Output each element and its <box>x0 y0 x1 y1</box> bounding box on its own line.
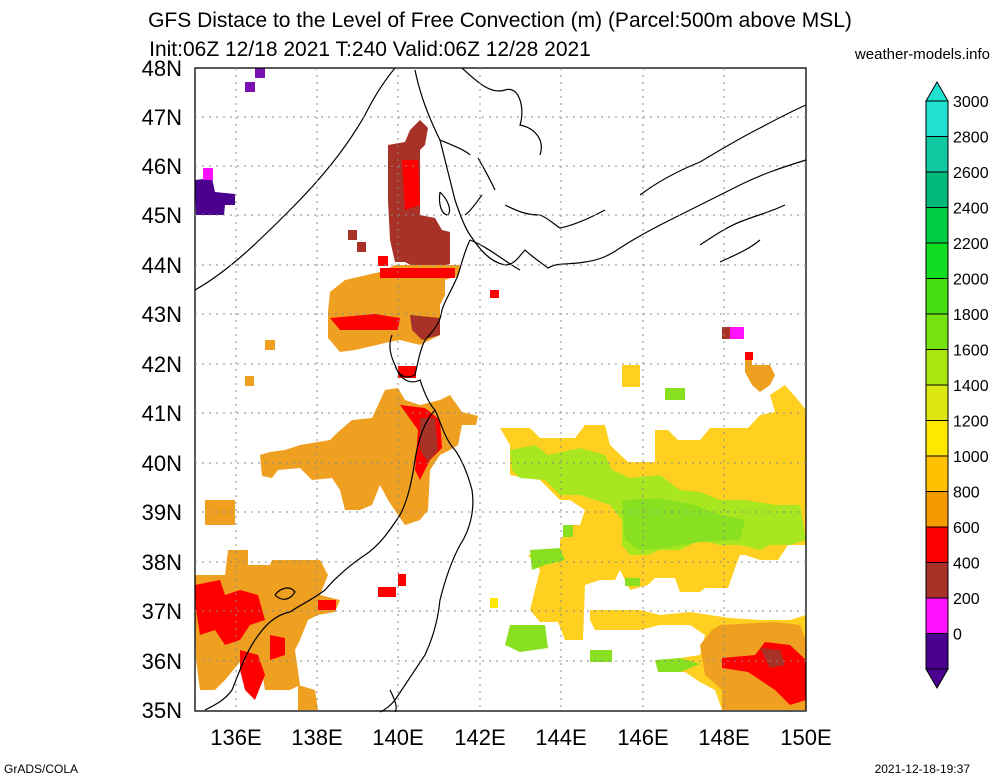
colorbar-block <box>925 136 949 173</box>
lat-label: 45N <box>142 203 182 228</box>
colorbar-label: 0 <box>953 627 962 644</box>
colorbar-block <box>925 242 949 279</box>
lat-label: 46N <box>142 154 182 179</box>
colorbar-block <box>925 278 949 315</box>
colorbar-label: 1200 <box>953 414 989 431</box>
colorbar-block <box>925 420 949 457</box>
colorbar-label: 800 <box>953 485 980 502</box>
lon-label: 136E <box>210 725 261 750</box>
colorbar-block <box>925 455 949 492</box>
colorbar-label: 2200 <box>953 236 989 253</box>
colorbar: 3000280026002400220020001800160014001200… <box>925 81 989 689</box>
title-line-2: Init:06Z 12/18 2021 T:240 Valid:06Z 12/2… <box>149 38 591 61</box>
colorbar-block <box>925 384 949 421</box>
colorbar-label: 1000 <box>953 449 989 466</box>
lat-label: 38N <box>142 550 182 575</box>
lon-label: 150E <box>780 725 831 750</box>
footer-left: GrADS/COLA <box>4 762 79 776</box>
colorbar-block <box>925 349 949 386</box>
lon-label: 138E <box>291 725 342 750</box>
colorbar-block <box>925 313 949 350</box>
lon-label: 146E <box>617 725 668 750</box>
colorbar-block <box>925 562 949 599</box>
lat-label: 39N <box>142 500 182 525</box>
source-label: weather-models.info <box>854 46 990 63</box>
colorbar-label: 1400 <box>953 378 989 395</box>
colorbar-label: 2000 <box>953 272 989 289</box>
colorbar-bottom-arrow <box>925 668 949 689</box>
colorbar-label: 400 <box>953 556 980 573</box>
lat-label: 48N <box>142 56 182 81</box>
colorbar-label: 1600 <box>953 343 989 360</box>
lat-label: 44N <box>142 253 182 278</box>
lon-label: 142E <box>454 725 505 750</box>
lat-label: 36N <box>142 649 182 674</box>
colorbar-label: 2400 <box>953 201 989 218</box>
colorbar-label: 600 <box>953 520 980 537</box>
lon-label: 140E <box>372 725 423 750</box>
field-shading <box>195 68 806 710</box>
colorbar-block <box>925 597 949 634</box>
colorbar-label: 3000 <box>953 94 989 111</box>
lat-label: 43N <box>142 302 182 327</box>
lat-label: 42N <box>142 352 182 377</box>
title-line-1: GFS Distace to the Level of Free Convect… <box>148 9 852 32</box>
colorbar-block <box>925 171 949 208</box>
colorbar-block <box>925 100 949 137</box>
colorbar-block <box>925 207 949 244</box>
footer-right: 2021-12-18-19:37 <box>874 762 970 776</box>
colorbar-label: 1800 <box>953 307 989 324</box>
colorbar-block <box>925 633 949 670</box>
colorbar-block <box>925 491 949 528</box>
colorbar-label: 2800 <box>953 130 989 147</box>
lon-label: 148E <box>698 725 749 750</box>
coastlines <box>194 67 807 713</box>
lat-label: 37N <box>142 599 182 624</box>
lon-label: 144E <box>535 725 586 750</box>
colorbar-block <box>925 526 949 563</box>
lat-label: 40N <box>142 451 182 476</box>
map-grid <box>194 67 807 712</box>
lat-label: 41N <box>142 401 182 426</box>
lat-axis: 48N 47N 46N 45N 44N 43N 42N 41N 40N 39N … <box>142 56 182 723</box>
colorbar-top-arrow <box>925 81 949 102</box>
lat-label: 35N <box>142 698 182 723</box>
lat-label: 47N <box>142 105 182 130</box>
colorbar-label: 2600 <box>953 165 989 182</box>
colorbar-label: 200 <box>953 591 980 608</box>
lon-axis: 136E 138E 140E 142E 144E 146E 148E 150E <box>210 725 831 750</box>
